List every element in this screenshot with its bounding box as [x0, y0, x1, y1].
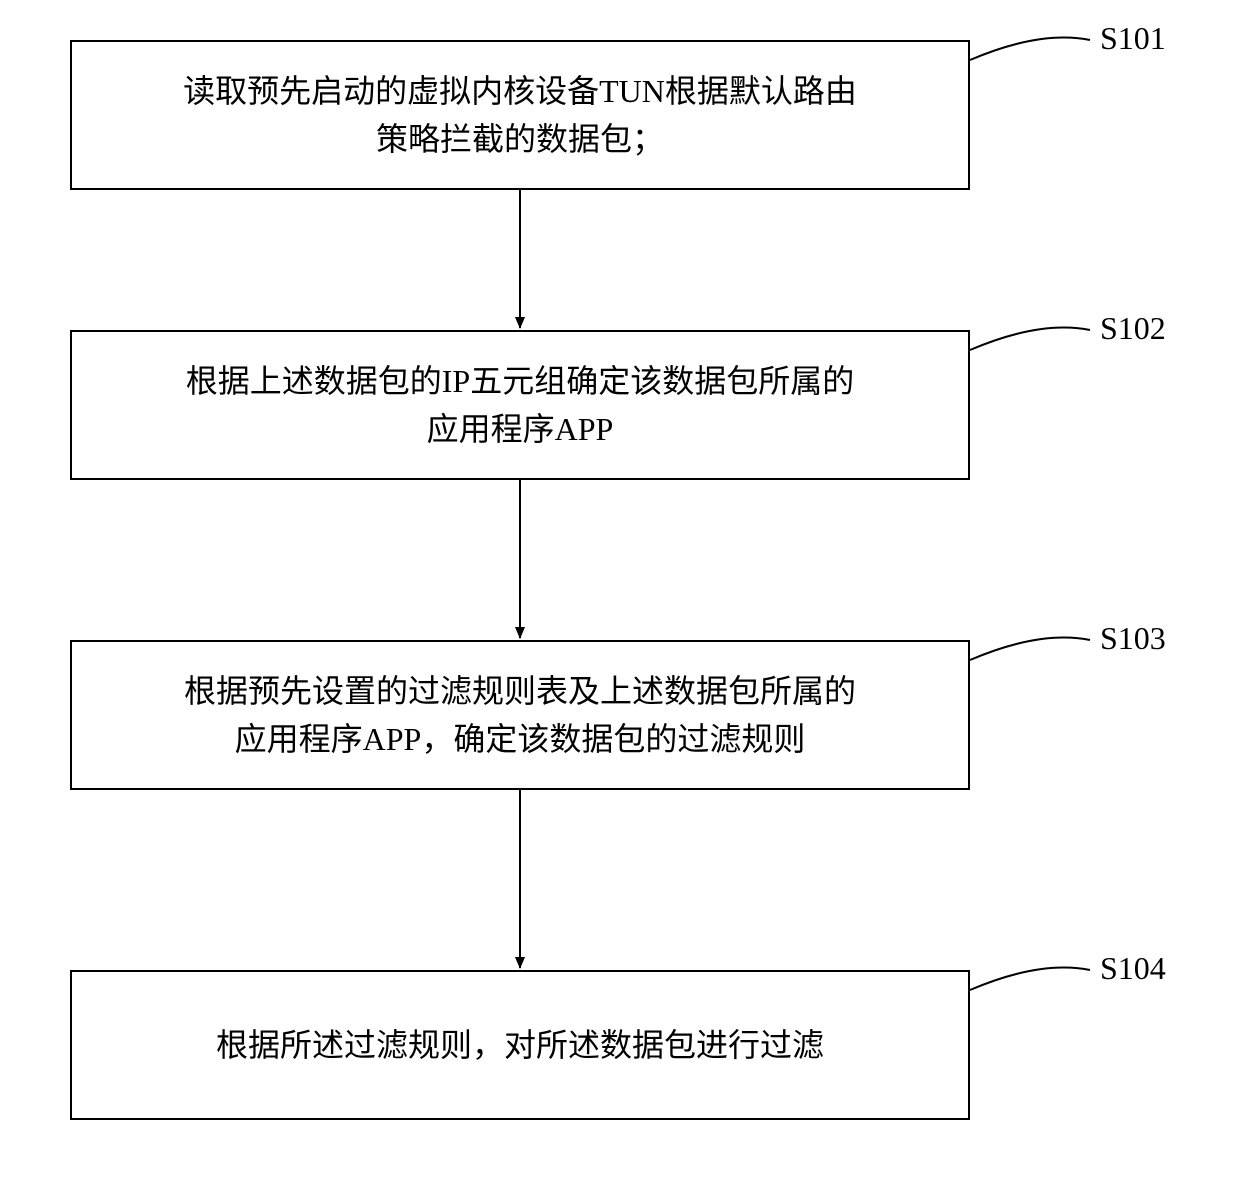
flow-node-s101-text: 读取预先启动的虚拟内核设备TUN根据默认路由策略拦截的数据包；: [183, 67, 857, 163]
leader-s103: [970, 638, 1090, 661]
flowchart-canvas: 读取预先启动的虚拟内核设备TUN根据默认路由策略拦截的数据包； S101 根据上…: [0, 0, 1240, 1203]
flow-node-s104: 根据所述过滤规则，对所述数据包进行过滤: [70, 970, 970, 1120]
step-label-s104: S104: [1100, 950, 1166, 987]
flow-node-s102-text: 根据上述数据包的IP五元组确定该数据包所属的应用程序APP: [186, 357, 854, 453]
step-label-s101: S101: [1100, 20, 1166, 57]
flow-node-s104-text: 根据所述过滤规则，对所述数据包进行过滤: [216, 1021, 824, 1069]
flow-node-s103: 根据预先设置的过滤规则表及上述数据包所属的应用程序APP，确定该数据包的过滤规则: [70, 640, 970, 790]
leader-s101: [970, 38, 1090, 61]
flow-node-s102: 根据上述数据包的IP五元组确定该数据包所属的应用程序APP: [70, 330, 970, 480]
flow-node-s101: 读取预先启动的虚拟内核设备TUN根据默认路由策略拦截的数据包；: [70, 40, 970, 190]
step-label-s103: S103: [1100, 620, 1166, 657]
leader-s102: [970, 328, 1090, 351]
flow-node-s103-text: 根据预先设置的过滤规则表及上述数据包所属的应用程序APP，确定该数据包的过滤规则: [184, 667, 856, 763]
step-label-s102: S102: [1100, 310, 1166, 347]
leader-s104: [970, 968, 1090, 991]
